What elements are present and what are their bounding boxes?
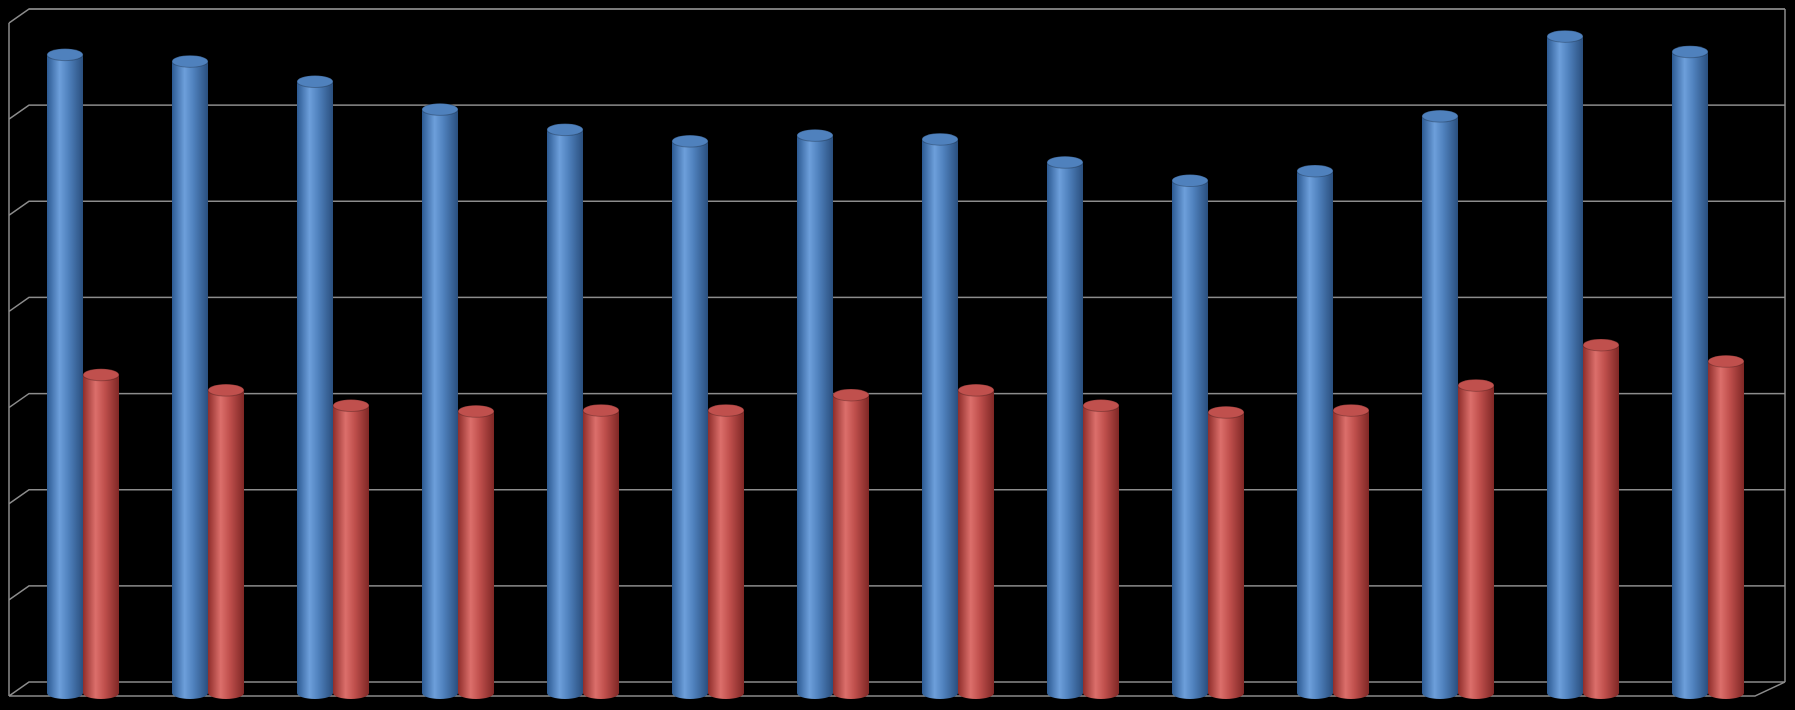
bar-cap: [1082, 399, 1120, 413]
walls: [8, 8, 1786, 697]
bar: [1672, 51, 1708, 699]
bar-cap: [957, 383, 995, 397]
bar-cap: [457, 404, 495, 418]
bar-cap: [46, 48, 84, 62]
bar: [922, 139, 958, 699]
bar: [672, 141, 708, 699]
bar-cap: [421, 102, 459, 116]
bar-cap: [1707, 354, 1745, 368]
bar-cap: [1582, 338, 1620, 352]
grid-line: [8, 104, 1785, 120]
grid-line: [8, 585, 1785, 601]
bar: [422, 109, 458, 700]
bar: [1297, 170, 1333, 700]
floor-edge: [9, 681, 1786, 697]
bar-cap: [82, 368, 120, 382]
bar: [1458, 385, 1494, 699]
bar-cap: [1546, 29, 1584, 43]
bar-cap: [332, 399, 370, 413]
bar: [1583, 344, 1619, 699]
bar: [833, 394, 869, 699]
grid-line: [8, 296, 1785, 313]
bar-cap: [1171, 174, 1209, 188]
bar: [797, 135, 833, 699]
bar: [333, 405, 369, 699]
bar-cap: [832, 388, 870, 402]
bar: [1047, 162, 1083, 699]
bar-cap: [796, 128, 834, 142]
bar: [172, 61, 208, 699]
bars: [46, 29, 1745, 700]
bar-cap: [546, 123, 584, 137]
bar: [1172, 180, 1208, 699]
bar-cap: [1296, 164, 1334, 178]
grid-line: [8, 8, 1785, 24]
bar: [1708, 361, 1744, 699]
bar: [547, 129, 583, 700]
bar: [83, 374, 119, 699]
bar: [708, 410, 744, 699]
bar: [583, 410, 619, 699]
bar-cap: [671, 134, 709, 148]
bar-cap: [207, 383, 245, 397]
bar: [47, 54, 83, 699]
bar: [1547, 36, 1583, 699]
bar: [958, 390, 994, 699]
grid-line: [8, 392, 1785, 409]
bar-cap: [1457, 378, 1495, 392]
bar-cap: [1207, 405, 1245, 419]
bar: [1333, 410, 1369, 699]
bar: [297, 81, 333, 699]
bar-cap: [1421, 109, 1459, 123]
bar-cap: [921, 132, 959, 146]
grid-line: [8, 681, 1785, 697]
grid-line: [8, 200, 1785, 216]
bar-cap: [1046, 155, 1084, 169]
bar: [1422, 116, 1458, 699]
bar-cap: [1332, 403, 1370, 417]
grid-line: [8, 488, 1785, 505]
bar-cap: [1671, 45, 1709, 59]
bar: [208, 390, 244, 699]
bar: [1083, 405, 1119, 699]
bar-cap: [296, 75, 334, 89]
bar-cap: [582, 403, 620, 417]
bar: [1208, 412, 1244, 699]
bar-cap: [707, 403, 745, 417]
bar: [458, 411, 494, 699]
bar-cap: [171, 54, 209, 68]
grid: [8, 8, 1785, 697]
